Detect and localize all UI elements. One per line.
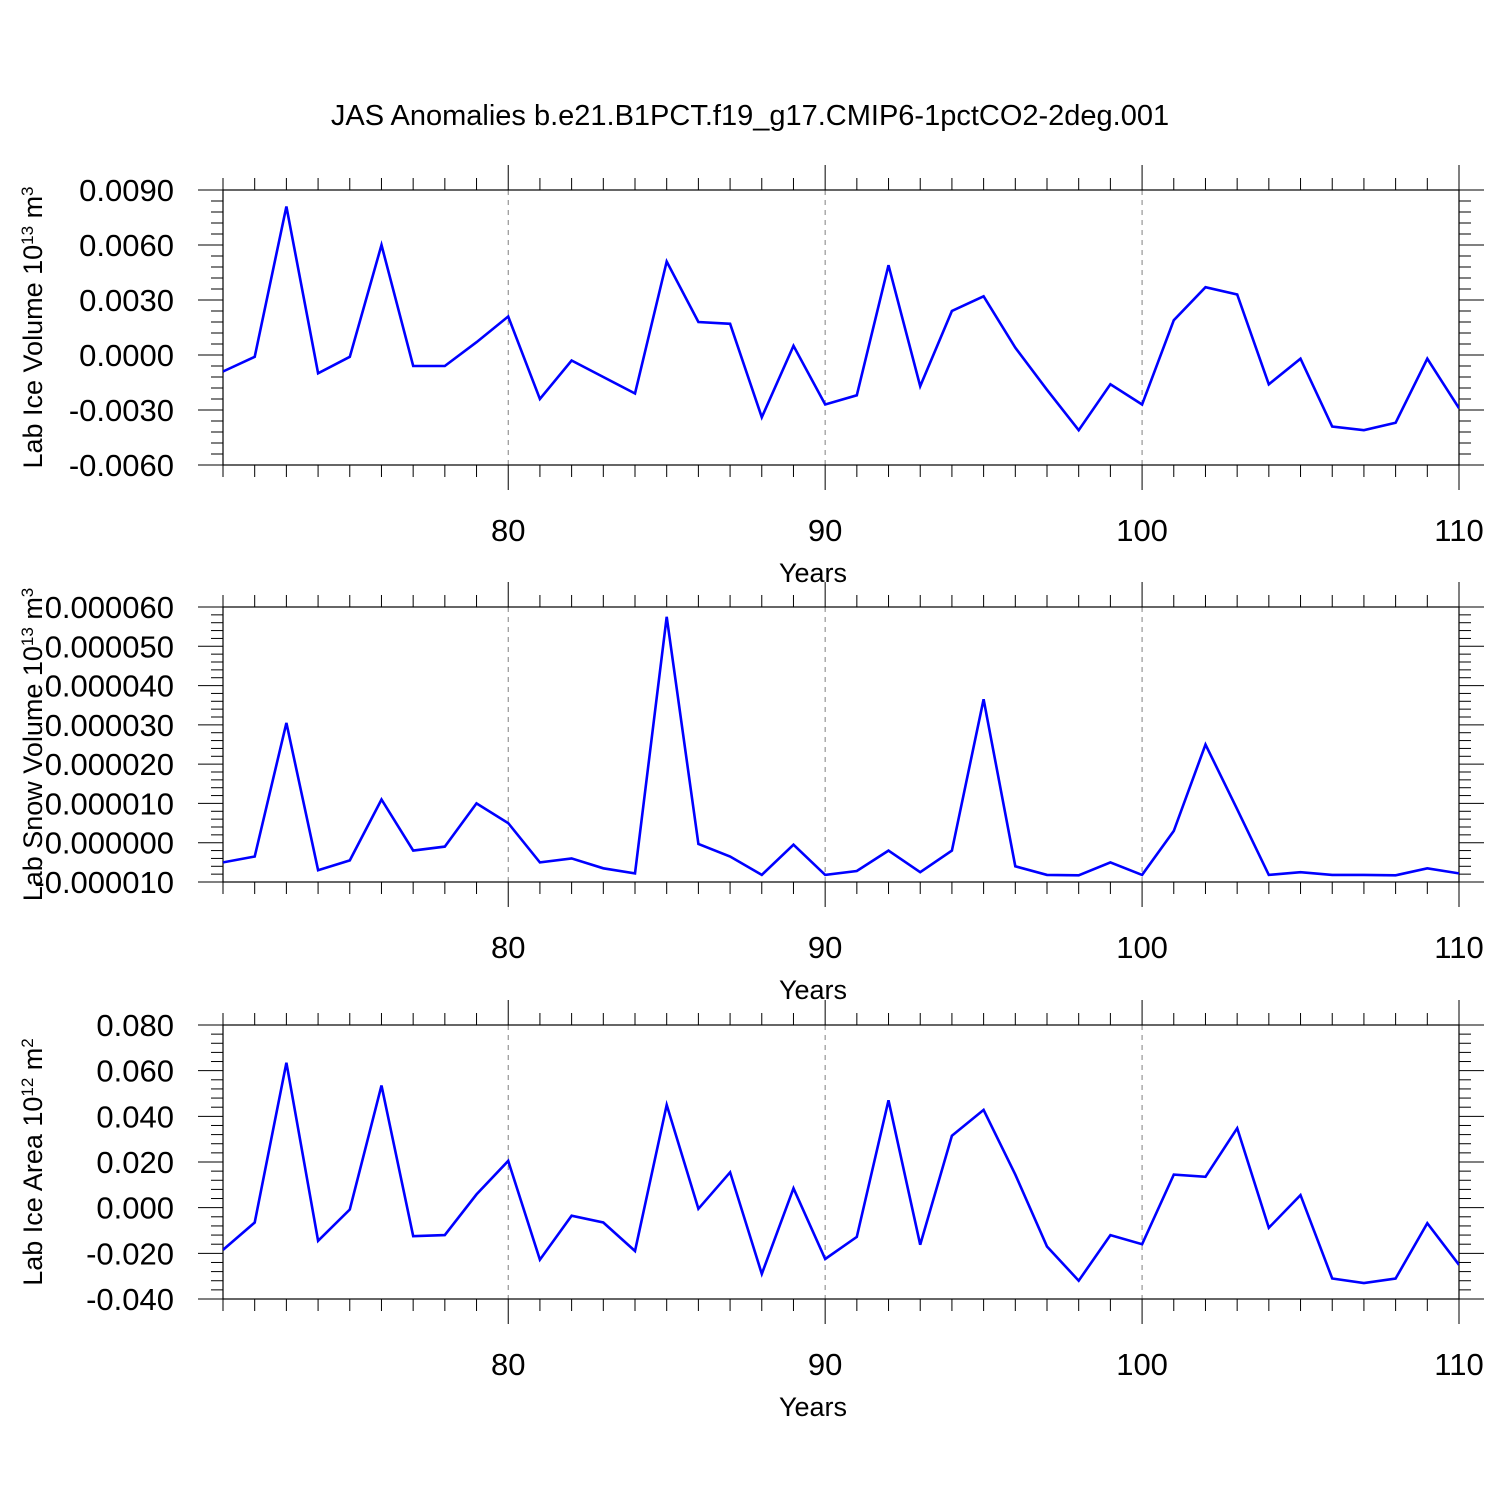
- y-tick-label: 0.000000: [45, 826, 174, 861]
- y-tick-label: 0.080: [96, 1008, 174, 1043]
- y-tick-label: 0.000040: [45, 669, 174, 704]
- x-tick-label: 90: [808, 1347, 842, 1382]
- series-line: [223, 1062, 1459, 1285]
- y-axis-title: Lab Ice Volume 1013 m3: [18, 186, 49, 468]
- x-tick-label: 100: [1116, 930, 1168, 965]
- panel-2: 80 90 100 110 Years -0.000010 0.000000 0.000010…: [18, 582, 1484, 1005]
- plot-frame: [222, 606, 1460, 883]
- y-axis-title: Lab Ice Area 1012 m2: [18, 1038, 49, 1286]
- x-tick-label: 80: [491, 513, 525, 548]
- y-tick-label: 0.060: [96, 1054, 174, 1089]
- y-tick-label: 0.000060: [45, 590, 174, 625]
- plot-frame: [222, 1024, 1460, 1300]
- y-tick-label: 0.0030: [79, 283, 174, 318]
- chart-title: JAS Anomalies b.e21.B1PCT.f19_g17.CMIP6-…: [330, 100, 1170, 132]
- x-axis-title: Years: [779, 1392, 847, 1422]
- y-tick-label: 0.000050: [45, 629, 174, 664]
- x-tick-label: 110: [1434, 930, 1483, 965]
- y-tick-label: 0.000030: [45, 708, 174, 743]
- y-tick-label: 0.0090: [79, 173, 174, 208]
- x-axis-title: Years: [779, 975, 847, 1005]
- x-tick-label: 100: [1116, 1347, 1168, 1382]
- plot-frame: [222, 189, 1460, 466]
- y-tick-label: -0.0060: [69, 448, 174, 483]
- y-tick-label: -0.020: [86, 1236, 174, 1271]
- x-axis-title: Years: [779, 558, 847, 588]
- y-tick-label: 0.000010: [45, 786, 174, 821]
- x-tick-label: 90: [808, 513, 842, 548]
- y-tick-label: 0.0060: [79, 228, 174, 263]
- y-tick-label: 0.020: [96, 1145, 174, 1180]
- y-tick-label: 0.000: [96, 1191, 174, 1226]
- panel-3: 80 90 100 110 Years -0.040 -0.020 0.000 0.020 0.0…: [18, 1000, 1484, 1422]
- y-tick-label: 0.000020: [45, 747, 174, 782]
- series-line: [223, 206, 1459, 433]
- x-tick-label: 80: [491, 930, 525, 965]
- y-tick-label: -0.040: [86, 1282, 174, 1317]
- y-axis-title: Lab Snow Volume 1013 m3: [18, 588, 49, 902]
- x-tick-label: 110: [1434, 1347, 1483, 1382]
- panel-1: 80 90 100 110 Years -0.0060 -0.0030 0.0000 0.003…: [18, 165, 1484, 588]
- x-tick-label: 90: [808, 930, 842, 965]
- x-tick-label: 110: [1434, 513, 1483, 548]
- x-tick-label: 80: [491, 1347, 525, 1382]
- x-tick-label: 100: [1116, 513, 1168, 548]
- y-tick-label: -0.0030: [69, 393, 174, 428]
- y-tick-label: -0.000010: [34, 865, 174, 900]
- series-line: [223, 616, 1459, 877]
- y-tick-label: 0.0000: [79, 338, 174, 373]
- y-tick-label: 0.040: [96, 1099, 174, 1134]
